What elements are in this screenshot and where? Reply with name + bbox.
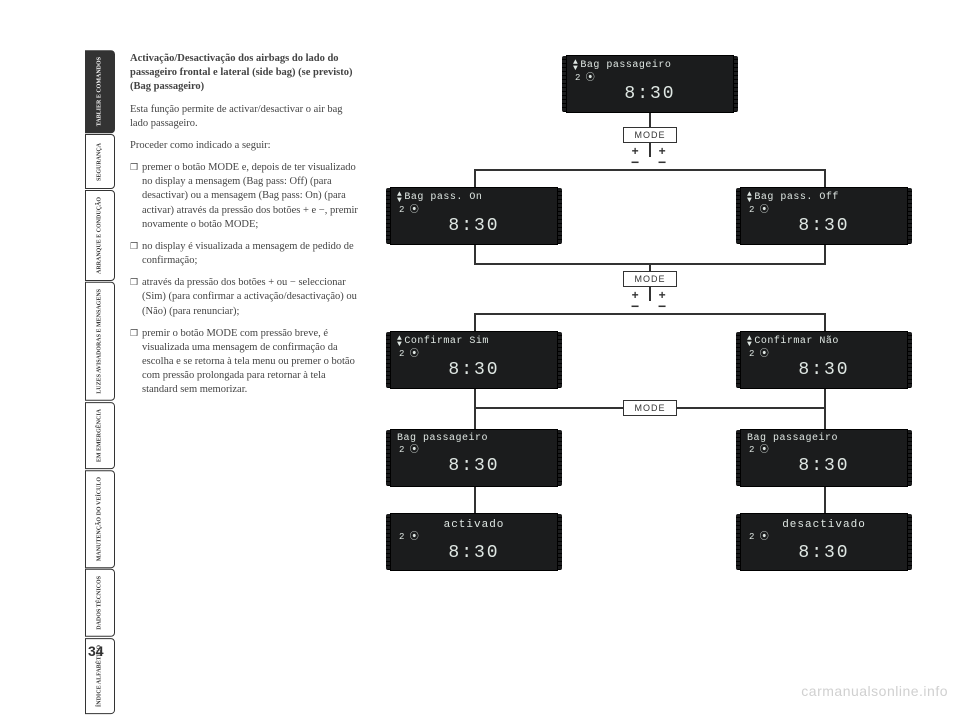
connector xyxy=(649,113,651,127)
connector xyxy=(474,389,476,407)
lcd-top: ▲▼Bag passageiro 2 ⦿ 8:30 xyxy=(566,55,734,113)
connector xyxy=(649,263,651,271)
lcd-confyes-line1: Confirmar Sim xyxy=(404,337,489,347)
bullet-1: premer o botão MODE e, depois de ter vis… xyxy=(130,161,360,232)
mode-button-3: MODE xyxy=(623,400,677,416)
updown-icon: ▲▼ xyxy=(573,60,578,72)
connector xyxy=(474,313,826,315)
lcd-result-right: Bag passageiro 2 ⦿ 8:30 xyxy=(740,429,908,487)
bullet-2: no display é visualizada a mensagem de p… xyxy=(130,240,360,268)
connector xyxy=(824,407,826,429)
lcd-on: ▲▼Bag pass. On 2 ⦿ 8:30 xyxy=(390,187,558,245)
lcd-icon-row: 2 ⦿ xyxy=(575,74,727,83)
section-heading: Activação/Desactivação dos airbags do la… xyxy=(130,52,360,95)
lcd-resright-time: 8:30 xyxy=(747,457,901,475)
lcd-top-line1: Bag passageiro xyxy=(580,61,671,71)
connector xyxy=(649,143,651,157)
tab-arranque[interactable]: ARRANQUE E CONDUÇÃO xyxy=(85,190,115,281)
lcd-off-time: 8:30 xyxy=(747,217,901,235)
page-number: 34 xyxy=(88,643,104,659)
mode-button-2: MODE xyxy=(623,271,677,287)
updown-icon: ▲▼ xyxy=(747,192,752,204)
bullet-3: através da pressão dos botões + ou − sel… xyxy=(130,276,360,319)
intro-paragraph: Esta função permite de activar/desactiva… xyxy=(130,103,360,131)
plus-minus-icon: +− xyxy=(658,289,666,313)
updown-icon: ▲▼ xyxy=(397,192,402,204)
tab-emergencia[interactable]: EM EMERGÊNCIA xyxy=(85,402,115,469)
lcd-icon-row: 2 ⦿ xyxy=(399,350,551,359)
lcd-result-left: Bag passageiro 2 ⦿ 8:30 xyxy=(390,429,558,487)
connector xyxy=(824,169,826,187)
connector xyxy=(824,389,826,407)
flow-diagram: ▲▼Bag passageiro 2 ⦿ 8:30 MODE +− +− ▲▼B… xyxy=(390,55,910,615)
lcd-activated: activado 2 ⦿ 8:30 xyxy=(390,513,558,571)
lcd-confno-time: 8:30 xyxy=(747,361,901,379)
tab-manutencao[interactable]: MANUTENÇÃO DO VEÍCULO xyxy=(85,470,115,568)
lcd-icon-row: 2 ⦿ xyxy=(749,206,901,215)
connector xyxy=(474,169,476,187)
tab-seguranca[interactable]: SEGURANÇA xyxy=(85,134,115,189)
updown-icon: ▲▼ xyxy=(747,336,752,348)
lcd-off: ▲▼Bag pass. Off 2 ⦿ 8:30 xyxy=(740,187,908,245)
lcd-act-time: 8:30 xyxy=(397,544,551,562)
lcd-deact-text: desactivado xyxy=(747,520,901,531)
connector xyxy=(824,313,826,331)
lcd-deactivated: desactivado 2 ⦿ 8:30 xyxy=(740,513,908,571)
side-tabs: TABLIER E COMANDOS SEGURANÇA ARRANQUE E … xyxy=(85,50,115,715)
plus-minus-icon: +− xyxy=(631,289,639,313)
plus-minus-icon: +− xyxy=(631,145,639,169)
bullet-4: premir o botão MODE com pressão breve, é… xyxy=(130,327,360,398)
lcd-confirm-no: ▲▼Confirmar Não 2 ⦿ 8:30 xyxy=(740,331,908,389)
mode-button-1: MODE xyxy=(623,127,677,143)
procedure-lead: Proceder como indicado a seguir: xyxy=(130,139,360,153)
lcd-icon-row: 2 ⦿ xyxy=(749,350,901,359)
lcd-icon-row: 2 ⦿ xyxy=(749,446,901,455)
connector xyxy=(824,487,826,513)
lcd-confyes-time: 8:30 xyxy=(397,361,551,379)
lcd-confno-line1: Confirmar Não xyxy=(754,337,839,347)
lcd-on-line1: Bag pass. On xyxy=(404,193,482,203)
watermark: carmanualsonline.info xyxy=(801,683,948,699)
lcd-act-text: activado xyxy=(397,520,551,531)
lcd-icon-row: 2 ⦿ xyxy=(749,533,901,542)
connector xyxy=(824,245,826,263)
lcd-off-line1: Bag pass. Off xyxy=(754,193,839,203)
lcd-confirm-yes: ▲▼Confirmar Sim 2 ⦿ 8:30 xyxy=(390,331,558,389)
lcd-icon-row: 2 ⦿ xyxy=(399,533,551,542)
lcd-resleft-line1: Bag passageiro xyxy=(397,434,488,444)
lcd-resright-line1: Bag passageiro xyxy=(747,434,838,444)
connector xyxy=(474,487,476,513)
lcd-top-time: 8:30 xyxy=(573,85,727,103)
tab-luzes[interactable]: LUZES AVISADORAS E MENSAGENS xyxy=(85,282,115,401)
lcd-on-time: 8:30 xyxy=(397,217,551,235)
plus-minus-icon: +− xyxy=(658,145,666,169)
lcd-deact-time: 8:30 xyxy=(747,544,901,562)
connector xyxy=(474,407,476,429)
tab-tablier[interactable]: TABLIER E COMANDOS xyxy=(85,50,115,133)
connector xyxy=(474,245,476,263)
body-text: Activação/Desactivação dos airbags do la… xyxy=(130,52,360,406)
connector xyxy=(649,287,651,301)
lcd-resleft-time: 8:30 xyxy=(397,457,551,475)
updown-icon: ▲▼ xyxy=(397,336,402,348)
lcd-icon-row: 2 ⦿ xyxy=(399,446,551,455)
tab-dados[interactable]: DADOS TÉCNICOS xyxy=(85,569,115,637)
connector xyxy=(474,169,826,171)
lcd-icon-row: 2 ⦿ xyxy=(399,206,551,215)
connector xyxy=(474,313,476,331)
